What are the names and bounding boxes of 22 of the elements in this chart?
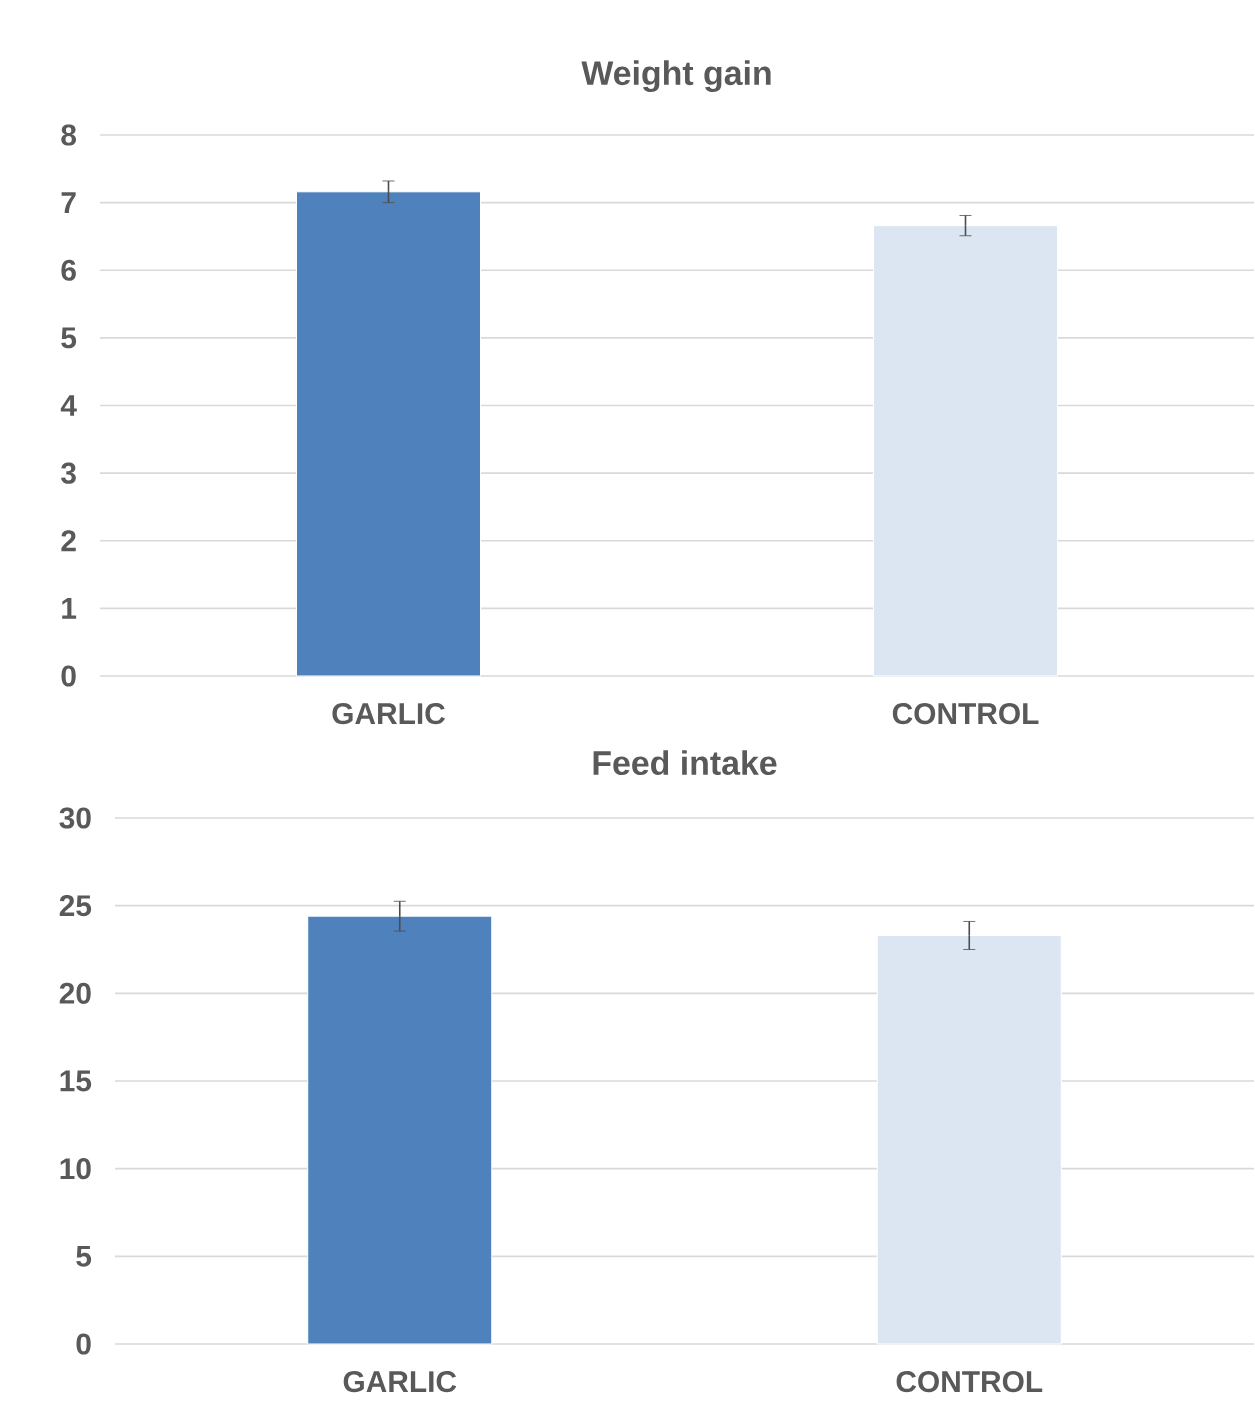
y-tick-label: 0 [61, 665, 76, 687]
y-tick-label: 1 [62, 598, 77, 619]
chart-title: Weight gain [581, 60, 771, 93]
y-tick-label: 5 [61, 327, 77, 349]
x-tick-label: CONTROL [892, 703, 1039, 725]
y-tick-label: 2 [61, 530, 76, 552]
y-tick-label: 5 [76, 1245, 92, 1267]
y-tick-label: 15 [60, 1070, 92, 1092]
y-tick-label: 6 [61, 259, 76, 281]
y-tick-label: 7 [61, 192, 76, 213]
x-tick-label: GARLIC [332, 703, 446, 725]
y-tick-label: 0 [76, 1333, 91, 1355]
y-tick-label: 8 [61, 124, 77, 146]
y-tick-label: 4 [60, 395, 77, 416]
y-tick-label: 20 [59, 982, 91, 1004]
y-tick-label: 3 [61, 462, 76, 484]
x-tick-label: GARLIC [343, 1371, 457, 1393]
y-tick-label: 10 [60, 1158, 91, 1180]
y-tick-label: 25 [59, 895, 92, 917]
chart-title: Feed intake [593, 750, 777, 776]
y-tick-label: 30 [59, 807, 91, 829]
x-tick-label: CONTROL [896, 1371, 1043, 1393]
